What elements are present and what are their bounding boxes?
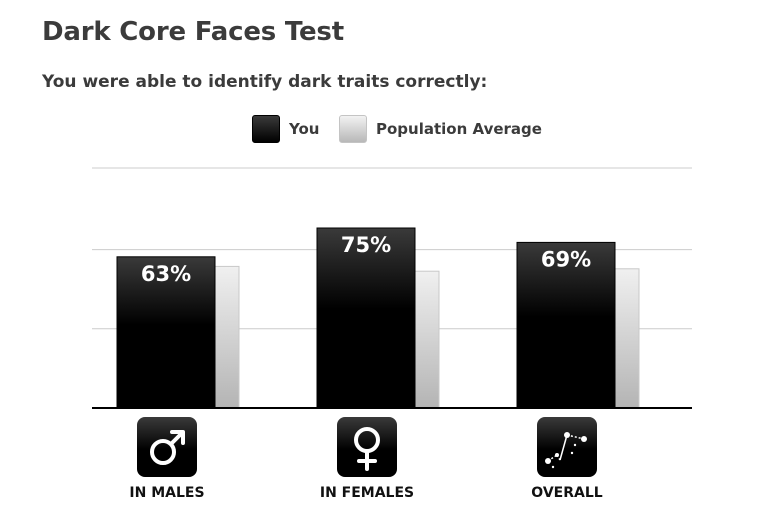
chart-subtitle: You were able to identify dark traits co…	[42, 72, 488, 92]
category-label-females: IN FEMALES	[319, 485, 415, 501]
bar-you-1	[316, 227, 416, 409]
category-label-males: IN MALES	[129, 485, 205, 501]
value-label-you-1: 75%	[341, 233, 391, 257]
legend-label-population: Population Average	[376, 120, 542, 138]
female-symbol-icon	[337, 417, 397, 477]
line-chart-icon	[537, 417, 597, 477]
bar-you-0	[116, 256, 216, 409]
page-title: Dark Core Faces Test	[42, 17, 344, 47]
legend-label-you: You	[289, 120, 320, 138]
legend-item-you: You	[252, 114, 319, 144]
value-label-you-0: 63%	[141, 262, 191, 286]
legend-item-population: Population Average	[339, 114, 542, 144]
legend-swatch-population	[339, 115, 367, 143]
bar-population-0	[214, 265, 240, 409]
male-symbol-icon	[137, 417, 197, 477]
legend-swatch-you	[252, 115, 280, 143]
bar-you-2	[516, 241, 616, 409]
bar-population-1	[414, 270, 440, 409]
value-label-you-2: 69%	[541, 247, 591, 271]
category-label-overall: OVERALL	[531, 485, 603, 501]
bar-population-2	[614, 268, 640, 409]
